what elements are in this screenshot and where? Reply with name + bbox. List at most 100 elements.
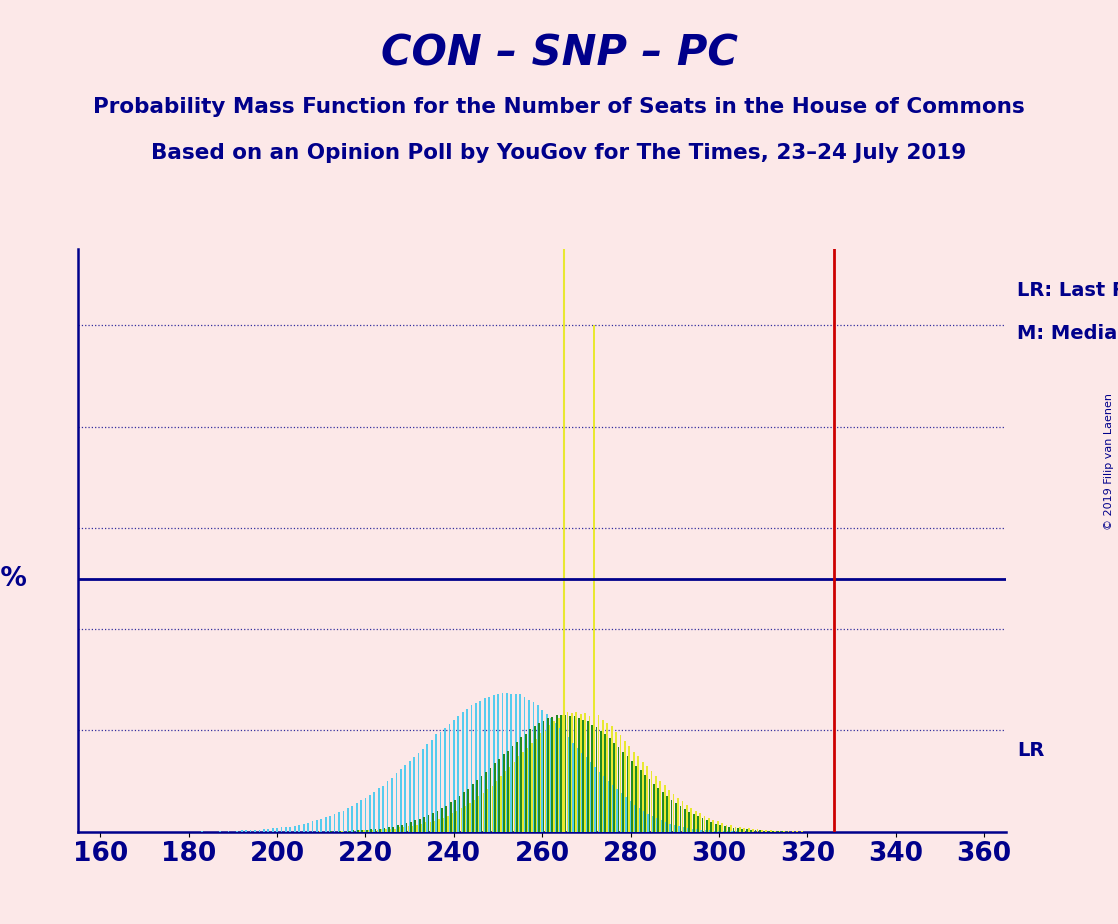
- Bar: [633, 751, 635, 832]
- Bar: [258, 830, 260, 832]
- Bar: [556, 715, 558, 832]
- Bar: [712, 820, 714, 832]
- Bar: [447, 817, 449, 832]
- Bar: [321, 819, 322, 832]
- Bar: [717, 821, 719, 832]
- Bar: [597, 715, 599, 832]
- Bar: [567, 711, 568, 832]
- Bar: [637, 756, 639, 832]
- Bar: [770, 830, 771, 832]
- Bar: [373, 792, 376, 832]
- Bar: [600, 731, 601, 832]
- Bar: [285, 827, 287, 832]
- Bar: [748, 828, 749, 832]
- Bar: [661, 821, 663, 832]
- Bar: [581, 753, 582, 832]
- Bar: [615, 732, 617, 832]
- Bar: [735, 827, 737, 832]
- Bar: [518, 756, 520, 832]
- Bar: [553, 722, 556, 832]
- Bar: [560, 715, 562, 832]
- Bar: [512, 746, 513, 832]
- Bar: [775, 831, 776, 832]
- Bar: [562, 714, 563, 832]
- Bar: [569, 716, 571, 832]
- Bar: [688, 828, 689, 832]
- Bar: [704, 830, 707, 832]
- Bar: [430, 740, 433, 832]
- Bar: [550, 718, 552, 832]
- Bar: [574, 716, 576, 832]
- Bar: [664, 785, 665, 832]
- Bar: [329, 817, 331, 832]
- Bar: [386, 829, 387, 832]
- Bar: [547, 718, 549, 832]
- Bar: [472, 784, 474, 832]
- Bar: [489, 697, 490, 832]
- Bar: [249, 830, 252, 832]
- Bar: [436, 811, 438, 832]
- Bar: [445, 806, 447, 832]
- Bar: [201, 831, 202, 832]
- Bar: [493, 695, 494, 832]
- Bar: [370, 829, 372, 832]
- Bar: [657, 788, 660, 832]
- Bar: [565, 715, 567, 832]
- Bar: [420, 823, 423, 832]
- Bar: [312, 821, 313, 832]
- Bar: [415, 820, 416, 832]
- Bar: [631, 761, 633, 832]
- Bar: [578, 718, 580, 832]
- Bar: [629, 801, 632, 832]
- Bar: [670, 823, 671, 832]
- Bar: [540, 733, 542, 832]
- Bar: [303, 824, 304, 832]
- Bar: [718, 831, 720, 832]
- Bar: [582, 720, 584, 832]
- Bar: [682, 801, 683, 832]
- Bar: [523, 698, 525, 832]
- Bar: [614, 743, 615, 832]
- Bar: [766, 830, 767, 832]
- Bar: [439, 732, 442, 832]
- Text: 5%: 5%: [0, 565, 27, 591]
- Bar: [236, 831, 238, 832]
- Bar: [272, 828, 274, 832]
- Bar: [514, 694, 517, 832]
- Bar: [653, 784, 655, 832]
- Text: LR: LR: [1017, 741, 1044, 760]
- Bar: [529, 729, 531, 832]
- Bar: [452, 813, 454, 832]
- Bar: [448, 723, 451, 832]
- Bar: [665, 822, 666, 832]
- Bar: [428, 815, 429, 832]
- Bar: [484, 699, 485, 832]
- Bar: [449, 802, 452, 832]
- Text: Based on an Opinion Poll by YouGov for The Times, 23–24 July 2019: Based on an Opinion Poll by YouGov for T…: [151, 143, 967, 164]
- Bar: [642, 761, 644, 832]
- Bar: [340, 831, 341, 832]
- Bar: [406, 823, 407, 832]
- Bar: [369, 795, 371, 832]
- Bar: [502, 693, 503, 832]
- Bar: [628, 746, 631, 832]
- Bar: [444, 728, 446, 832]
- Bar: [700, 830, 702, 832]
- Bar: [533, 726, 536, 832]
- Bar: [506, 693, 508, 832]
- Text: Probability Mass Function for the Number of Seats in the House of Commons: Probability Mass Function for the Number…: [93, 97, 1025, 117]
- Bar: [713, 831, 716, 832]
- Bar: [416, 825, 418, 832]
- Bar: [711, 822, 712, 832]
- Bar: [504, 771, 506, 832]
- Bar: [572, 743, 574, 832]
- Bar: [443, 818, 445, 832]
- Bar: [616, 789, 618, 832]
- Bar: [490, 768, 491, 832]
- Bar: [559, 728, 561, 832]
- Bar: [503, 754, 504, 832]
- Bar: [388, 827, 390, 832]
- Bar: [363, 830, 366, 832]
- Bar: [741, 829, 743, 832]
- Bar: [392, 827, 395, 832]
